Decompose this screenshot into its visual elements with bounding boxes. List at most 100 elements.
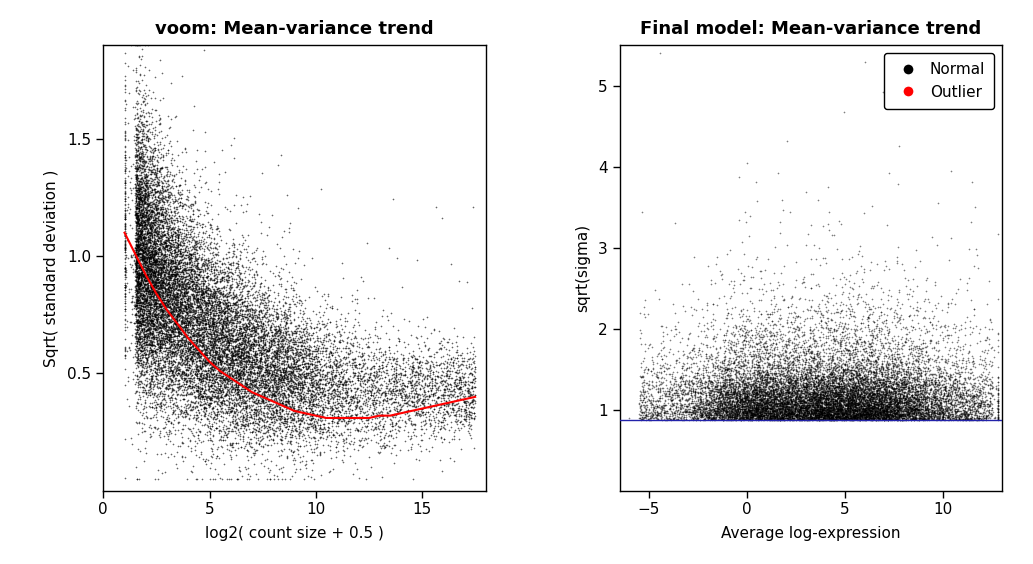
Point: [793, 365, 810, 374]
Point: [137, 253, 154, 262]
Point: [761, 408, 778, 417]
Point: [229, 334, 246, 343]
Point: [787, 403, 804, 412]
Point: [917, 338, 934, 347]
Point: [829, 414, 846, 423]
Point: [166, 303, 183, 312]
Point: [895, 365, 911, 374]
Point: [142, 257, 158, 266]
Point: [741, 380, 757, 389]
Point: [734, 344, 751, 353]
Point: [742, 413, 758, 422]
Point: [646, 396, 662, 405]
Point: [762, 408, 779, 417]
Point: [400, 356, 416, 365]
Point: [181, 239, 197, 248]
Point: [244, 361, 260, 370]
Point: [785, 409, 802, 418]
Point: [342, 346, 358, 355]
Point: [275, 365, 291, 374]
Point: [822, 391, 839, 400]
Point: [643, 397, 659, 406]
Point: [146, 320, 162, 329]
Point: [784, 380, 801, 389]
Point: [195, 308, 212, 317]
Point: [702, 405, 719, 414]
Point: [744, 409, 760, 418]
Point: [874, 363, 890, 372]
Point: [911, 343, 928, 352]
Point: [737, 411, 753, 420]
Point: [893, 352, 909, 362]
Point: [142, 296, 158, 305]
Point: [185, 356, 201, 365]
Point: [313, 433, 330, 442]
Point: [215, 284, 231, 293]
Point: [832, 404, 848, 413]
Point: [735, 371, 752, 380]
Point: [291, 355, 308, 364]
Point: [815, 390, 832, 399]
Point: [461, 400, 477, 409]
Point: [806, 380, 822, 389]
Point: [813, 408, 829, 417]
Point: [659, 329, 676, 338]
Point: [785, 355, 802, 364]
Point: [460, 385, 476, 394]
Point: [324, 419, 341, 428]
Point: [400, 392, 416, 401]
Point: [703, 398, 720, 407]
Point: [190, 406, 207, 415]
Point: [954, 389, 971, 398]
Point: [298, 316, 314, 325]
Point: [795, 398, 812, 407]
Point: [808, 351, 824, 360]
Point: [137, 332, 154, 341]
Point: [187, 397, 204, 406]
Point: [705, 398, 721, 407]
Point: [916, 400, 933, 409]
Point: [834, 349, 850, 358]
Point: [166, 207, 183, 216]
Point: [890, 385, 907, 394]
Point: [436, 414, 452, 423]
Point: [181, 345, 197, 354]
Point: [241, 373, 257, 382]
Point: [160, 287, 177, 296]
Point: [197, 327, 214, 336]
Point: [806, 324, 822, 333]
Point: [796, 410, 813, 419]
Point: [412, 390, 429, 399]
Point: [842, 407, 858, 416]
Point: [214, 377, 230, 386]
Point: [652, 412, 668, 421]
Point: [178, 370, 194, 379]
Point: [155, 281, 171, 290]
Point: [144, 217, 160, 226]
Point: [225, 318, 242, 327]
Point: [252, 355, 269, 364]
Point: [870, 380, 886, 389]
Point: [708, 410, 724, 419]
Point: [860, 404, 877, 413]
Point: [160, 231, 177, 240]
Point: [879, 385, 896, 394]
Point: [920, 356, 937, 365]
Point: [188, 341, 205, 350]
Point: [204, 362, 220, 371]
Point: [265, 302, 282, 311]
Point: [780, 391, 796, 400]
Point: [833, 413, 849, 422]
Point: [773, 384, 789, 393]
Point: [244, 375, 260, 384]
Point: [966, 394, 982, 403]
Point: [159, 224, 176, 233]
Point: [705, 366, 721, 375]
Point: [216, 333, 232, 342]
Point: [862, 416, 878, 425]
Point: [214, 400, 230, 409]
Point: [128, 139, 145, 148]
Point: [684, 352, 700, 362]
Point: [156, 422, 173, 431]
Point: [756, 400, 773, 409]
